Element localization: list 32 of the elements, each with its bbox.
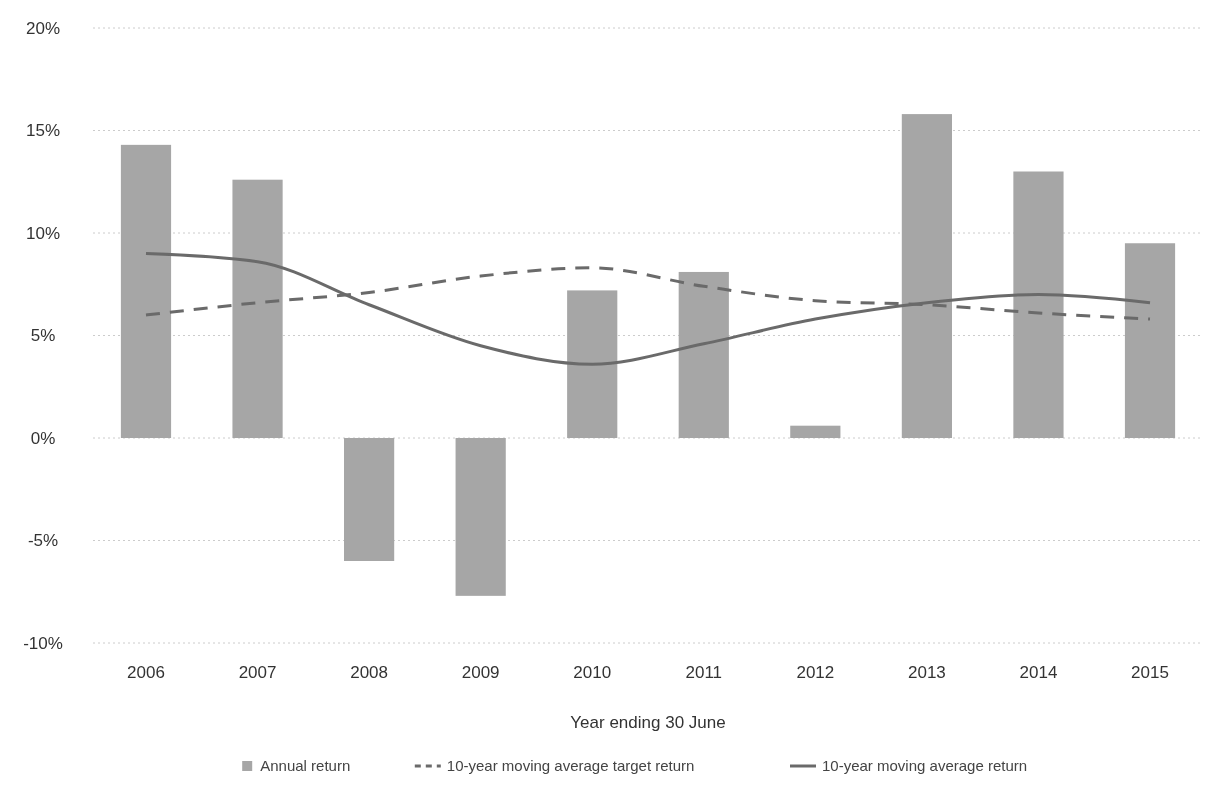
bar [232, 179, 283, 438]
x-tick-label: 2006 [127, 663, 165, 682]
y-tick-label: 0% [30, 428, 56, 448]
bar [678, 271, 729, 438]
bar [344, 438, 395, 561]
x-tick-label: 2009 [461, 663, 500, 682]
x-tick-label: 2014 [1019, 663, 1058, 682]
x-axis-title: Year ending 30 June [570, 713, 726, 732]
bar [455, 438, 506, 596]
bar [901, 114, 952, 438]
bar [567, 290, 618, 438]
y-tick-label: 10% [25, 223, 61, 243]
legend-label: 10-year moving average target return [446, 757, 695, 774]
x-tick-label: 2008 [350, 663, 389, 682]
x-tick-label: 2013 [907, 663, 946, 682]
line-series [144, 252, 1152, 366]
x-tick-label: 2007 [238, 663, 277, 682]
y-tick-label: 5% [30, 326, 56, 346]
bar [1013, 171, 1064, 438]
bar [790, 425, 841, 438]
bar [120, 144, 172, 438]
x-tick-label: 2011 [685, 663, 723, 682]
x-tick-label: 2012 [796, 663, 835, 682]
legend-label: Annual return [260, 757, 351, 774]
x-tick-label: 2015 [1131, 663, 1169, 682]
y-tick-label: -10% [23, 633, 63, 653]
y-tick-label: 15% [25, 121, 61, 141]
legend-label: 10-year moving average return [822, 757, 1028, 774]
x-tick-label: 2010 [573, 663, 612, 682]
bar [1124, 243, 1176, 438]
y-tick-label: 20% [25, 18, 61, 38]
y-tick-label: -5% [27, 531, 59, 551]
